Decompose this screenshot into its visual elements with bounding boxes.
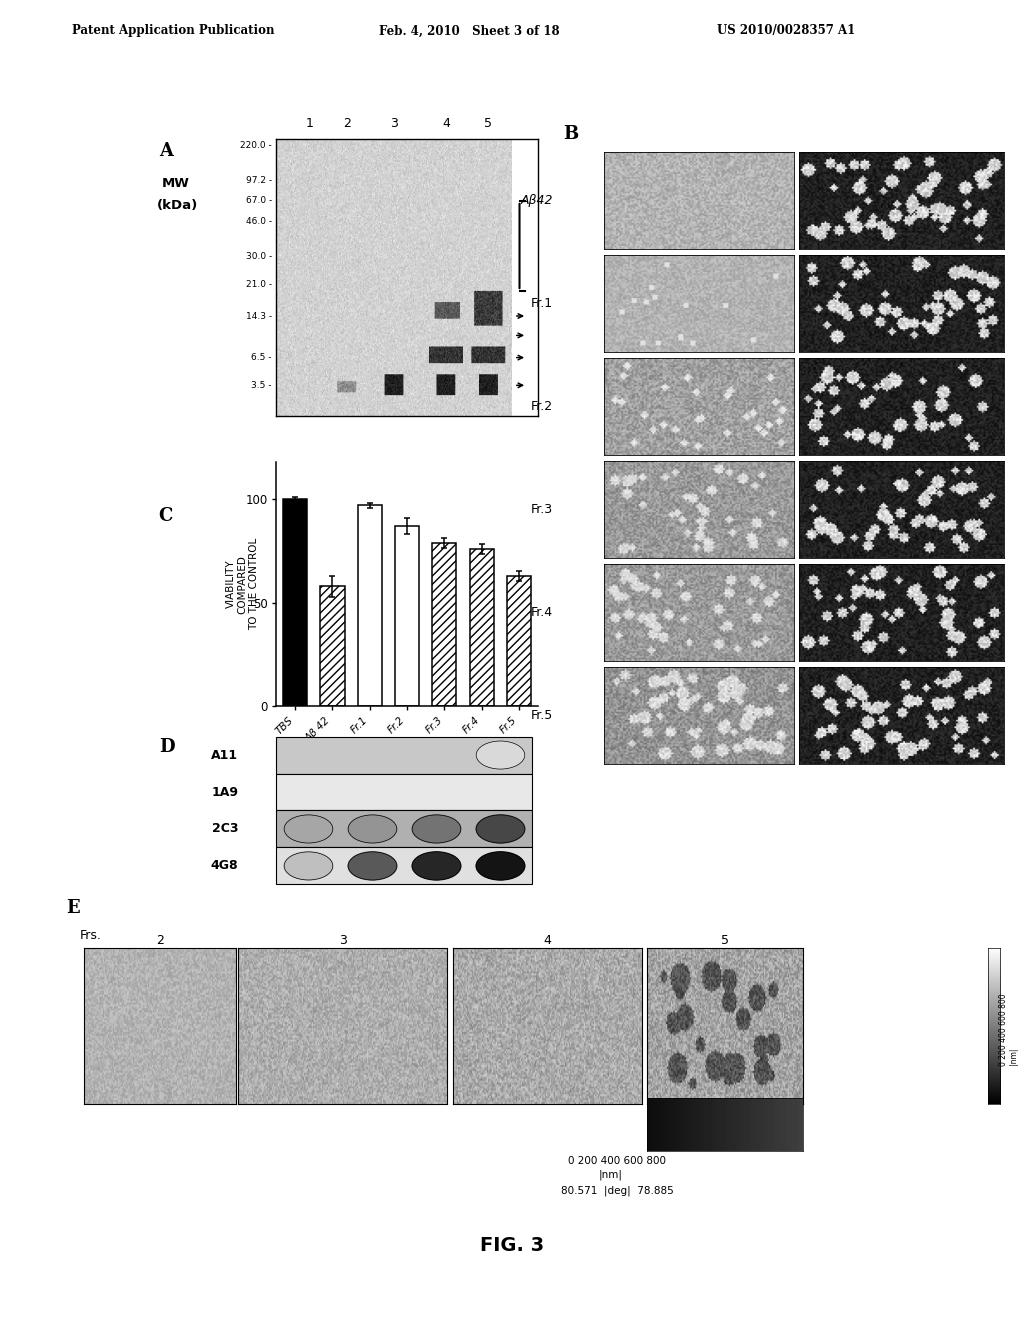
Text: 46.0 -: 46.0 - [246,218,271,226]
Text: Fr.5: Fr.5 [530,709,553,722]
Text: B: B [563,124,579,143]
Text: 1: 1 [305,117,313,131]
Text: (kDa): (kDa) [157,198,198,211]
Text: 67.0 -: 67.0 - [246,197,271,206]
Bar [276,737,532,774]
Bar [283,499,307,706]
Text: 5: 5 [484,117,493,131]
Text: 3: 3 [339,933,346,946]
Circle shape [285,814,333,843]
Text: US 2010/0028357 A1: US 2010/0028357 A1 [717,24,855,37]
Text: 97.2 -: 97.2 - [246,176,271,185]
Text: 30.0 -: 30.0 - [246,252,271,261]
Bar [276,774,532,810]
Text: 6.5 -: 6.5 - [251,352,271,362]
Text: 4G8: 4G8 [211,859,238,873]
Circle shape [476,851,525,880]
Text: 80.571  |deg|  78.885: 80.571 |deg| 78.885 [561,1185,674,1196]
Text: 0 200 400 600 800: 0 200 400 600 800 [999,993,1008,1067]
Text: A: A [159,141,173,160]
Text: C: C [159,507,173,525]
Bar [321,586,344,706]
Text: 3.5 -: 3.5 - [251,380,271,389]
Text: Fr.1: Fr.1 [530,297,553,310]
Text: Frs.: Frs. [80,928,101,941]
Bar [276,847,532,884]
Text: 5: 5 [721,933,729,946]
Text: 2: 2 [156,933,164,946]
Text: 220.0 -: 220.0 - [240,141,271,150]
Text: 4: 4 [442,117,450,131]
Circle shape [412,851,461,880]
Text: Aβ42: Aβ42 [520,194,553,207]
Text: D: D [159,738,174,756]
Bar [357,506,382,706]
Text: Patent Application Publication: Patent Application Publication [72,24,274,37]
Text: A11: A11 [211,748,238,762]
Text: 21.0 -: 21.0 - [246,280,271,289]
Text: Fr.3: Fr.3 [530,503,553,516]
Text: Fr.2: Fr.2 [530,400,553,413]
Text: 3: 3 [390,117,398,131]
Text: 0 200 400 600 800: 0 200 400 600 800 [568,1156,667,1167]
Circle shape [285,851,333,880]
Text: 4: 4 [544,933,551,946]
Bar [395,527,419,706]
Circle shape [476,741,525,770]
Text: |nm|: |nm| [599,1170,623,1180]
Text: FIG. 3: FIG. 3 [480,1237,544,1255]
Y-axis label: VIABILITY
COMPARED
TO THE CONTROL: VIABILITY COMPARED TO THE CONTROL [226,539,259,630]
Circle shape [412,814,461,843]
Circle shape [348,851,397,880]
Text: Fr.4: Fr.4 [530,606,553,619]
Text: E: E [67,899,80,917]
Bar [470,549,494,706]
Text: MW: MW [162,177,189,190]
Bar [432,543,457,706]
Circle shape [348,814,397,843]
Text: Feb. 4, 2010   Sheet 3 of 18: Feb. 4, 2010 Sheet 3 of 18 [379,24,559,37]
Text: |nm|: |nm| [1010,1047,1018,1065]
Text: 2: 2 [343,117,351,131]
Circle shape [476,814,525,843]
Bar [276,810,532,847]
Bar [507,576,531,706]
Text: 14.3 -: 14.3 - [246,312,271,321]
Text: 2C3: 2C3 [212,822,238,836]
Text: 1A9: 1A9 [211,785,238,799]
